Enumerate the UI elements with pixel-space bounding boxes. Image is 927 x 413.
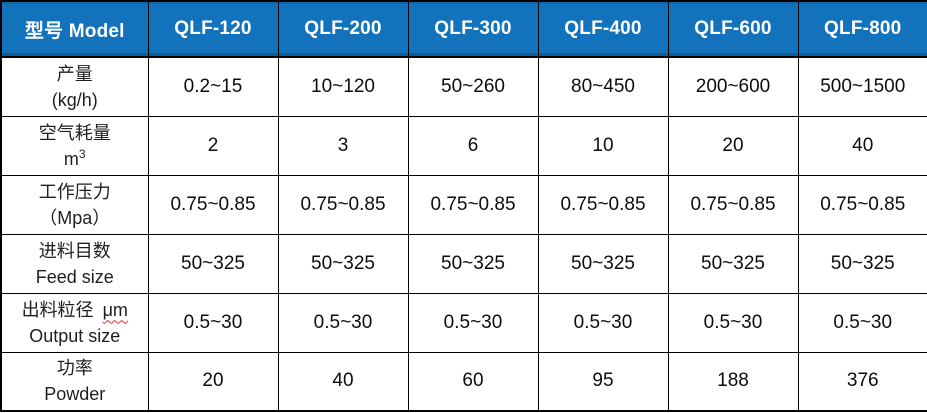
spec-value-cell: 3	[277, 115, 409, 176]
row-label-unit: (kg/h)	[51, 89, 98, 110]
row-label-zh: 空气耗量	[38, 122, 111, 143]
spec-value-cell: 10	[537, 115, 669, 176]
column-header-qlf-120: QLF-120	[147, 0, 279, 58]
table-header-row: 型号 Model QLF-120 QLF-200 QLF-300 QLF-400…	[0, 0, 927, 58]
micron-unit: μm	[102, 299, 128, 320]
row-label-zh: 功率	[56, 358, 93, 379]
row-label-en: Powder	[44, 384, 106, 405]
spec-value-cell: 80~450	[537, 56, 669, 117]
spec-value-cell: 0.5~30	[537, 292, 669, 353]
row-label-unit: m3	[2, 146, 147, 172]
spec-value-cell: 0.75~0.85	[147, 174, 279, 235]
spec-value-cell: 0.75~0.85	[537, 174, 669, 235]
row-label-en: Feed size	[35, 266, 114, 287]
spec-value-cell: 0.5~30	[667, 292, 799, 353]
spec-value-cell: 20	[147, 351, 279, 412]
spec-value-cell: 200~600	[667, 56, 799, 117]
row-label-working-pressure: 工作压力 （Mpa）	[0, 174, 149, 235]
row-label-output-capacity: 产量 (kg/h)	[0, 56, 149, 117]
spec-value-cell: 0.5~30	[277, 292, 409, 353]
column-header-qlf-600: QLF-600	[667, 0, 799, 58]
column-header-qlf-400: QLF-400	[537, 0, 669, 58]
row-label-zh: 工作压力	[38, 181, 111, 202]
spec-value-cell: 50~325	[147, 233, 279, 294]
spec-value-cell: 2	[147, 115, 279, 176]
column-header-qlf-800: QLF-800	[797, 0, 927, 58]
spec-value-cell: 188	[667, 351, 799, 412]
spec-value-cell: 0.75~0.85	[667, 174, 799, 235]
row-air-consumption: 空气耗量 m3 2 3 6 10 20 40	[0, 115, 927, 176]
row-working-pressure: 工作压力 （Mpa） 0.75~0.85 0.75~0.85 0.75~0.85…	[0, 174, 927, 235]
output-size-zh: 出料粒径	[21, 299, 94, 320]
row-label-feed-size: 进料目数 Feed size	[0, 233, 149, 294]
spec-value-cell: 40	[797, 115, 927, 176]
row-label-air-consumption: 空气耗量 m3	[0, 115, 149, 176]
row-label-zh: 产量	[56, 63, 93, 84]
row-feed-size: 进料目数 Feed size 50~325 50~325 50~325 50~3…	[0, 233, 927, 294]
spec-value-cell: 0.75~0.85	[797, 174, 927, 235]
spec-value-cell: 0.75~0.85	[277, 174, 409, 235]
spec-value-cell: 0.5~30	[147, 292, 279, 353]
spec-value-cell: 50~325	[797, 233, 927, 294]
spec-value-cell: 95	[537, 351, 669, 412]
unit-superscript: 3	[78, 146, 86, 161]
spec-value-cell: 50~325	[277, 233, 409, 294]
row-label-power: 功率 Powder	[0, 351, 149, 412]
spec-value-cell: 50~325	[537, 233, 669, 294]
unit-base: m	[63, 148, 79, 169]
column-header-qlf-200: QLF-200	[277, 0, 409, 58]
spec-value-cell: 500~1500	[797, 56, 927, 117]
row-power: 功率 Powder 20 40 60 95 188 376	[0, 351, 927, 412]
spec-value-cell: 20	[667, 115, 799, 176]
spec-value-cell: 50~260	[407, 56, 539, 117]
spec-value-cell: 10~120	[277, 56, 409, 117]
row-output-size: 出料粒径 μm Output size 0.5~30 0.5~30 0.5~30 …	[0, 292, 927, 353]
row-label-output-size: 出料粒径 μm Output size	[0, 292, 149, 353]
column-header-qlf-300: QLF-300	[407, 0, 539, 58]
row-output-capacity: 产量 (kg/h) 0.2~15 10~120 50~260 80~450 20…	[0, 56, 927, 117]
spec-value-cell: 40	[277, 351, 409, 412]
spec-value-cell: 60	[407, 351, 539, 412]
spec-value-cell: 6	[407, 115, 539, 176]
row-label-unit: （Mpa）	[39, 207, 111, 228]
spec-value-cell: 376	[797, 351, 927, 412]
row-label-en: Output size	[29, 325, 121, 346]
spec-value-cell: 50~325	[667, 233, 799, 294]
spec-value-cell: 0.5~30	[797, 292, 927, 353]
row-label-zh: 出料粒径 μm	[2, 297, 147, 323]
spec-value-cell: 50~325	[407, 233, 539, 294]
model-header-cell: 型号 Model	[0, 0, 149, 58]
row-label-zh: 进料目数	[38, 240, 111, 261]
spec-value-cell: 0.5~30	[407, 292, 539, 353]
spec-value-cell: 0.2~15	[147, 56, 279, 117]
spec-value-cell: 0.75~0.85	[407, 174, 539, 235]
